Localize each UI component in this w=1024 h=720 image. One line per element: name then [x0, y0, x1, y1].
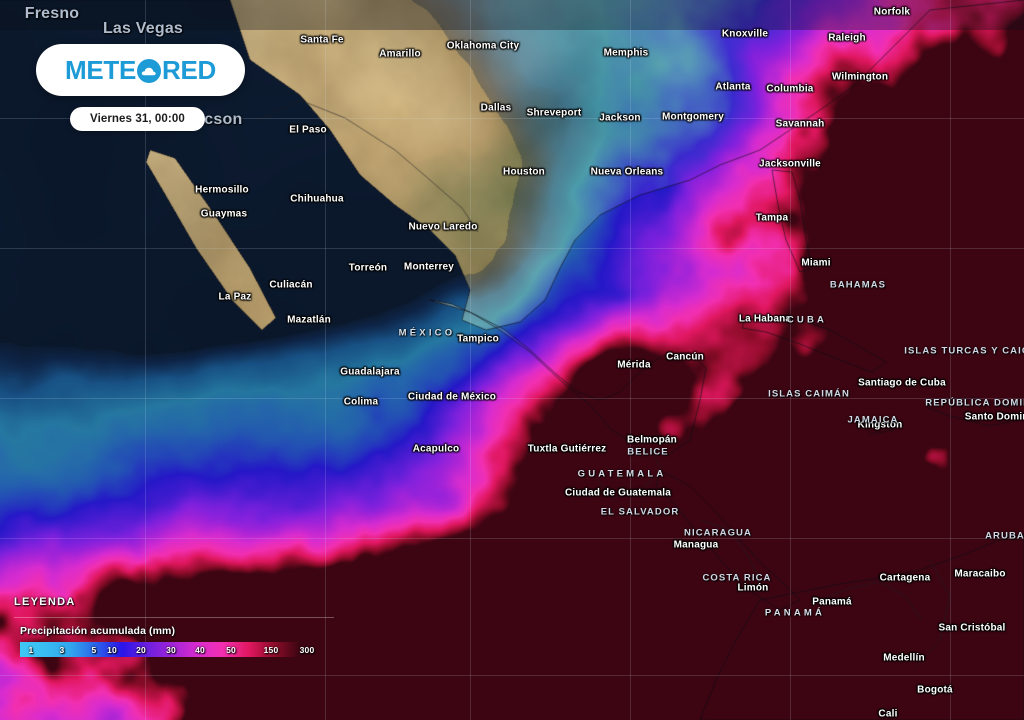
legend-tick: 150 [263, 644, 279, 655]
legend-tick: 30 [166, 644, 176, 655]
legend-heading: LEYENDA [14, 596, 76, 608]
legend-divider [14, 617, 334, 618]
legend-color-segment [223, 642, 249, 657]
legend-color-segment [197, 642, 224, 657]
legend-color-segment [147, 642, 173, 657]
legend-color-segment [70, 642, 97, 657]
legend-color-segment [45, 642, 71, 657]
legend-color-segment [248, 642, 275, 657]
legend-tick: 300 [299, 644, 315, 655]
legend-color-segment [121, 642, 148, 657]
legend-tick: 20 [136, 644, 146, 655]
legend-color-segment [299, 642, 325, 657]
timestamp-label: Viernes 31, 00:00 [90, 113, 185, 125]
legend-tick-labels: 1 3 5 10 20 30 40 50 150 300 [20, 642, 325, 657]
legend-color-segment [274, 642, 300, 657]
legend-tick: 50 [226, 644, 236, 655]
legend-tick: 10 [107, 644, 117, 655]
logo-wordmark: METE RED [65, 57, 216, 83]
timestamp-chip[interactable]: Viernes 31, 00:00 [70, 107, 205, 131]
legend-tick: 40 [195, 644, 205, 655]
legend-tick: 5 [91, 644, 97, 655]
legend-panel: LEYENDA Precipitación acumulada (mm) 1 3 5… [14, 596, 334, 657]
cloud-icon [137, 59, 162, 83]
legend-color-segment [20, 642, 46, 657]
legend-colorbar[interactable]: 1 3 5 10 20 30 40 50 150 300 [20, 642, 325, 657]
legend-subtitle: Precipitación acumulada (mm) [20, 625, 176, 637]
meteored-logo[interactable]: METE RED [36, 44, 245, 96]
legend-tick: 3 [59, 644, 65, 655]
logo-text-first: METE [64, 55, 137, 85]
legend-color-segment [172, 642, 198, 657]
legend-tick: 1 [28, 644, 34, 655]
logo-text-second: RED [162, 55, 217, 85]
legend-color-segment [96, 642, 122, 657]
